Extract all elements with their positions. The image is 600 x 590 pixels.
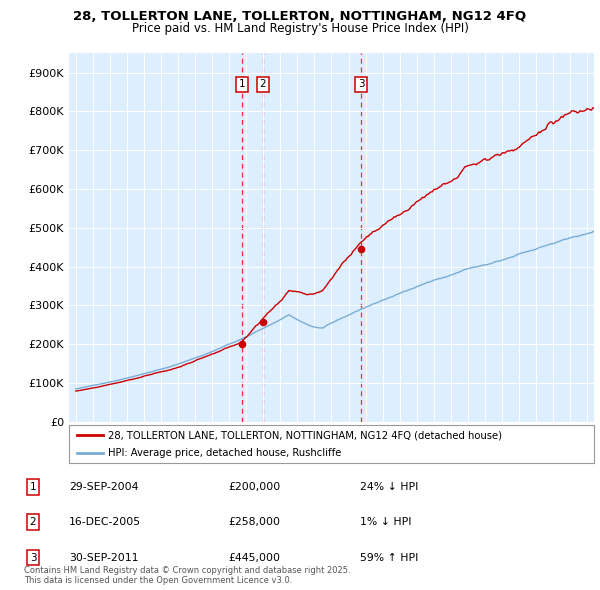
Text: 2: 2: [259, 79, 266, 89]
Text: 28, TOLLERTON LANE, TOLLERTON, NOTTINGHAM, NG12 4FQ: 28, TOLLERTON LANE, TOLLERTON, NOTTINGHA…: [73, 10, 527, 23]
Text: 24% ↓ HPI: 24% ↓ HPI: [360, 482, 418, 491]
Text: HPI: Average price, detached house, Rushcliffe: HPI: Average price, detached house, Rush…: [109, 448, 342, 458]
Text: £258,000: £258,000: [228, 517, 280, 527]
Text: 59% ↑ HPI: 59% ↑ HPI: [360, 553, 418, 562]
Text: 1% ↓ HPI: 1% ↓ HPI: [360, 517, 412, 527]
Text: 3: 3: [358, 79, 365, 89]
Text: 29-SEP-2004: 29-SEP-2004: [69, 482, 139, 491]
Text: 1: 1: [239, 79, 245, 89]
Text: Price paid vs. HM Land Registry's House Price Index (HPI): Price paid vs. HM Land Registry's House …: [131, 22, 469, 35]
Text: 30-SEP-2011: 30-SEP-2011: [69, 553, 139, 562]
Text: 3: 3: [29, 553, 37, 562]
Text: 16-DEC-2005: 16-DEC-2005: [69, 517, 141, 527]
Text: Contains HM Land Registry data © Crown copyright and database right 2025.
This d: Contains HM Land Registry data © Crown c…: [24, 566, 350, 585]
Text: 1: 1: [29, 482, 37, 491]
Text: £445,000: £445,000: [228, 553, 280, 562]
Text: 2: 2: [29, 517, 37, 527]
Text: 28, TOLLERTON LANE, TOLLERTON, NOTTINGHAM, NG12 4FQ (detached house): 28, TOLLERTON LANE, TOLLERTON, NOTTINGHA…: [109, 430, 502, 440]
Text: £200,000: £200,000: [228, 482, 280, 491]
